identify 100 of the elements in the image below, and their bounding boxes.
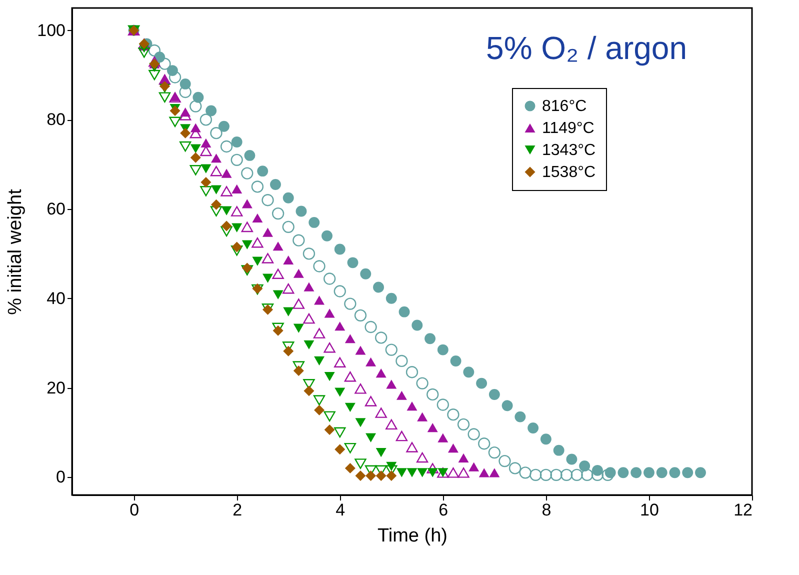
legend-label: 1538°C bbox=[542, 164, 596, 181]
point bbox=[334, 427, 346, 438]
point bbox=[417, 412, 428, 422]
point bbox=[180, 128, 191, 138]
point bbox=[366, 357, 376, 366]
point bbox=[476, 378, 488, 389]
point bbox=[210, 206, 222, 216]
point bbox=[304, 282, 314, 292]
point bbox=[158, 92, 171, 102]
point bbox=[498, 454, 511, 468]
point bbox=[272, 242, 284, 251]
point bbox=[210, 166, 222, 176]
point bbox=[347, 257, 358, 268]
point bbox=[508, 462, 522, 474]
point bbox=[344, 298, 356, 310]
point bbox=[643, 467, 654, 478]
point bbox=[242, 240, 252, 250]
point bbox=[669, 467, 680, 478]
point bbox=[519, 466, 532, 479]
point bbox=[385, 344, 398, 356]
point bbox=[344, 334, 356, 344]
point bbox=[200, 138, 212, 148]
point bbox=[200, 114, 212, 126]
point bbox=[251, 180, 264, 193]
point bbox=[170, 106, 180, 116]
point bbox=[618, 467, 629, 478]
y-tick-label: 100 bbox=[37, 20, 66, 40]
point bbox=[206, 105, 217, 116]
point bbox=[296, 206, 307, 217]
point bbox=[283, 255, 294, 265]
point bbox=[566, 454, 578, 465]
point bbox=[457, 418, 470, 430]
point bbox=[262, 228, 273, 237]
point bbox=[406, 402, 418, 411]
point bbox=[682, 467, 694, 478]
point bbox=[313, 260, 326, 272]
point bbox=[447, 468, 460, 478]
point bbox=[416, 452, 428, 463]
point bbox=[292, 234, 305, 246]
point bbox=[364, 320, 377, 334]
x-tick-label: 12 bbox=[734, 500, 752, 520]
point bbox=[324, 272, 336, 285]
point bbox=[396, 468, 407, 478]
text: 5% O₂ / argon bbox=[486, 30, 687, 66]
point bbox=[148, 70, 160, 80]
y-tick-label: 40 bbox=[46, 288, 66, 308]
point bbox=[502, 400, 513, 412]
x-tick-label: 8 bbox=[542, 500, 552, 520]
point bbox=[158, 58, 171, 70]
y-tick-label: 60 bbox=[46, 200, 66, 219]
point bbox=[232, 242, 242, 252]
point bbox=[463, 366, 474, 378]
point bbox=[308, 216, 320, 228]
point bbox=[230, 154, 243, 166]
point bbox=[272, 325, 284, 336]
point bbox=[540, 434, 552, 445]
point bbox=[488, 446, 500, 459]
point bbox=[396, 430, 408, 442]
point bbox=[200, 177, 212, 188]
point bbox=[272, 207, 284, 220]
point bbox=[386, 419, 398, 430]
point bbox=[602, 468, 614, 481]
point bbox=[159, 80, 170, 92]
point bbox=[190, 144, 201, 154]
point bbox=[282, 283, 294, 294]
point bbox=[447, 408, 460, 421]
point bbox=[313, 328, 326, 338]
legend-label: 1343°C bbox=[542, 142, 596, 159]
point bbox=[424, 333, 436, 344]
point bbox=[138, 48, 150, 58]
point bbox=[304, 386, 314, 396]
point bbox=[396, 354, 408, 368]
point bbox=[334, 322, 346, 331]
point bbox=[695, 467, 706, 478]
point bbox=[282, 192, 294, 204]
point bbox=[375, 332, 388, 344]
point bbox=[354, 458, 366, 469]
point bbox=[293, 366, 304, 376]
point bbox=[366, 470, 376, 482]
point bbox=[179, 141, 192, 152]
point bbox=[396, 390, 407, 400]
point bbox=[303, 313, 315, 324]
point bbox=[398, 306, 410, 318]
point bbox=[252, 237, 264, 248]
point bbox=[314, 404, 325, 416]
point bbox=[324, 411, 336, 422]
point bbox=[324, 308, 335, 318]
point bbox=[231, 136, 242, 148]
point bbox=[211, 154, 222, 163]
point bbox=[168, 71, 182, 84]
point bbox=[218, 120, 230, 132]
point bbox=[262, 194, 274, 206]
point bbox=[406, 468, 418, 478]
point bbox=[364, 396, 377, 406]
point bbox=[438, 433, 448, 442]
point bbox=[412, 320, 423, 331]
point bbox=[190, 100, 202, 112]
legend-label: 1149°C bbox=[542, 120, 594, 137]
point bbox=[304, 340, 314, 350]
point bbox=[427, 422, 438, 432]
